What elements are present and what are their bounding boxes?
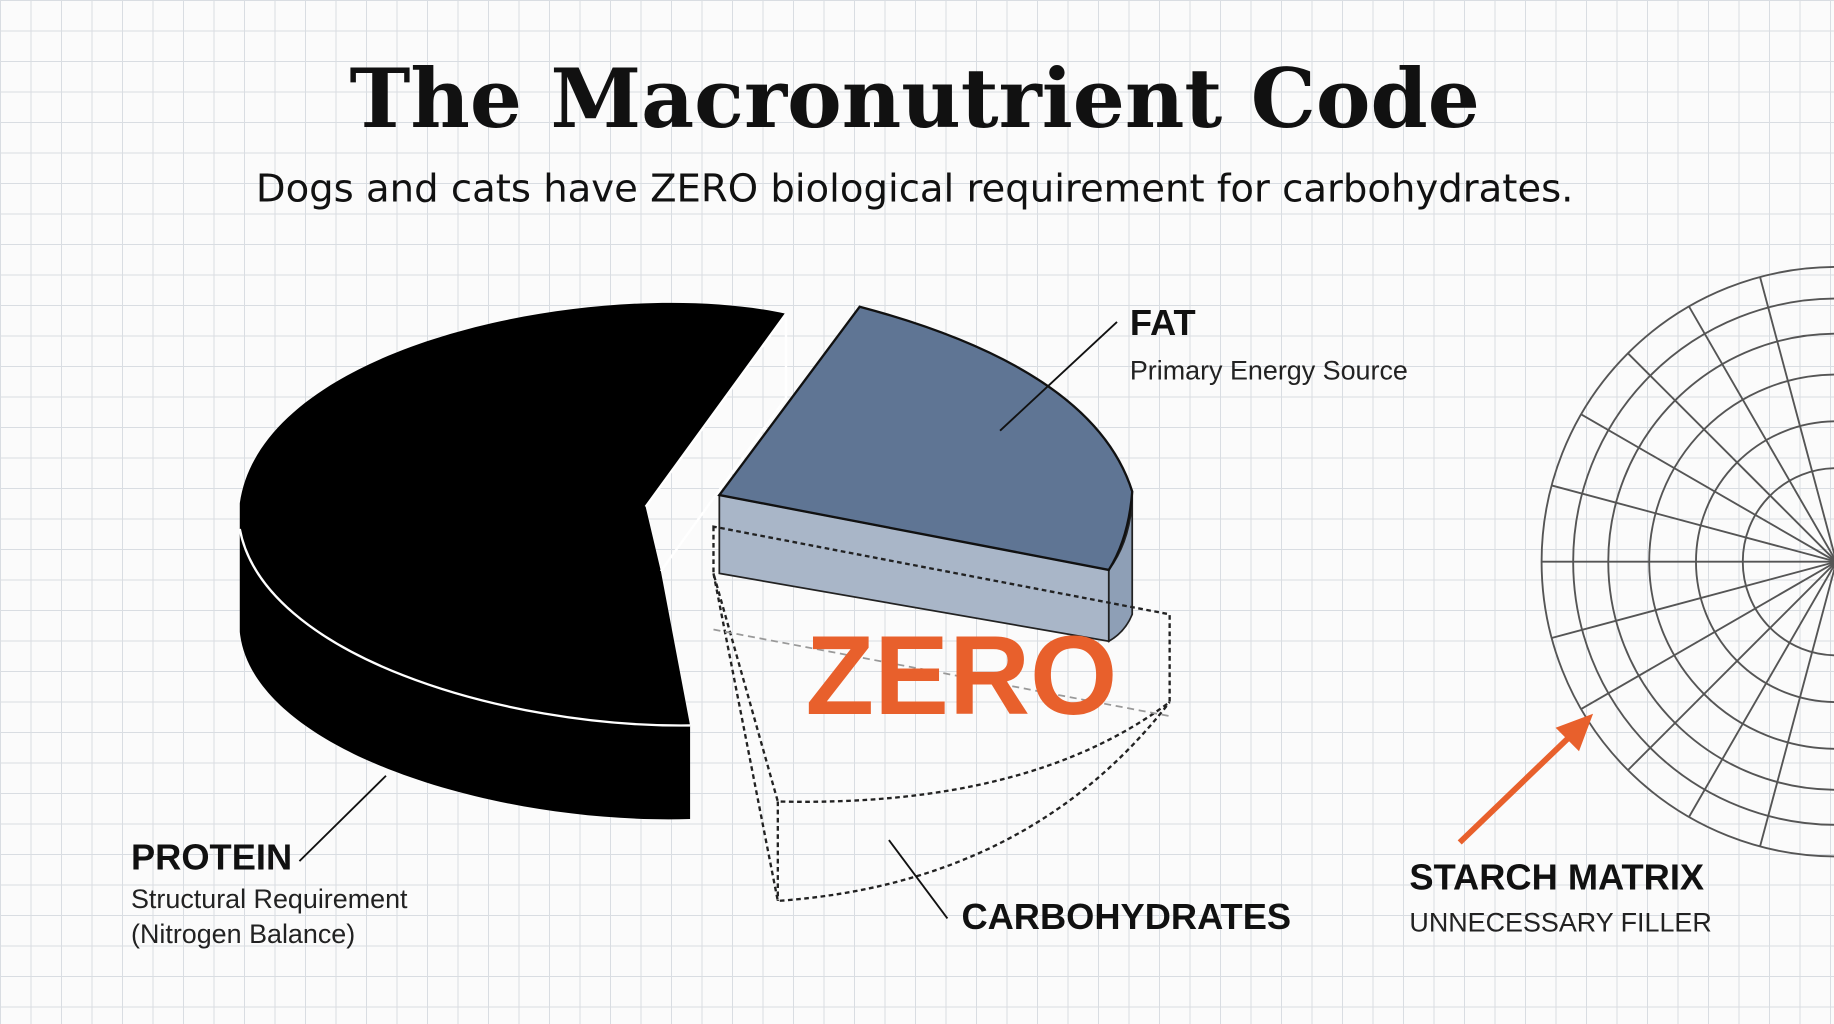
spoke	[1759, 276, 1834, 847]
spoke	[1580, 413, 1834, 710]
starch-subtitle: UNNECESSARY FILLER	[1409, 907, 1711, 937]
arrow-shaft	[1457, 723, 1584, 845]
protein-title: PROTEIN	[131, 837, 292, 878]
fat-leader	[999, 321, 1118, 432]
spoke	[1688, 305, 1834, 818]
starch-matrix	[1540, 266, 1834, 858]
spoke	[1580, 413, 1834, 710]
carbohydrates-slice	[712, 525, 1171, 903]
carb-title: CARBOHYDRATES	[961, 896, 1291, 937]
protein-body	[239, 302, 786, 820]
spoke	[1688, 305, 1834, 818]
carb-leader	[888, 839, 949, 920]
protein-line: Structural Requirement	[131, 884, 408, 914]
spoke	[1627, 352, 1834, 771]
spoke	[1627, 352, 1834, 771]
protein-line: (Nitrogen Balance)	[131, 919, 355, 949]
spoke	[1551, 484, 1834, 639]
protein-slice	[238, 302, 788, 820]
protein-cut-edge	[644, 313, 788, 572]
fat-slice	[717, 305, 1134, 643]
zero-callout: ZERO	[806, 612, 1118, 738]
carb-top	[712, 525, 1171, 803]
fat-top	[717, 305, 1134, 572]
fat-subtitle: Primary Energy Source	[1130, 355, 1408, 385]
spoke	[1551, 484, 1834, 639]
starch-title: STARCH MATRIX	[1409, 856, 1704, 897]
title: The Macronutrient Code	[350, 51, 1480, 147]
subtitle: Dogs and cats have ZERO biological requi…	[256, 166, 1574, 211]
fat-title: FAT	[1130, 302, 1196, 343]
protein-edge	[238, 528, 691, 727]
carb-midline	[713, 628, 1170, 717]
spoke	[1759, 276, 1834, 847]
matrix-spokes	[1541, 276, 1834, 847]
carb-side	[712, 573, 1171, 903]
protein-leader	[298, 775, 387, 862]
arrow-head	[1555, 713, 1594, 752]
